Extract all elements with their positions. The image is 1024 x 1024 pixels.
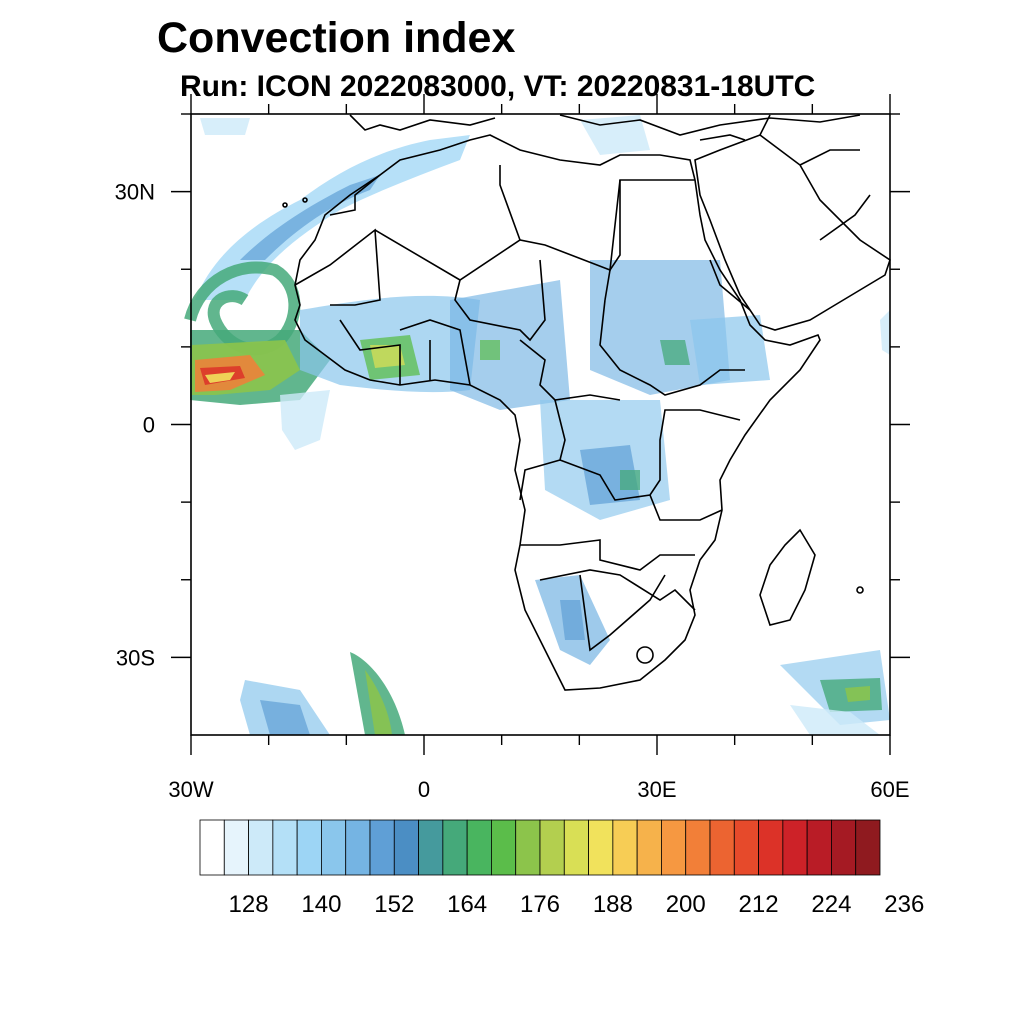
colorbar-swatch: [272, 819, 298, 876]
convection-field: [184, 115, 890, 735]
lon-tick-label: 30W: [168, 777, 213, 802]
colorbar-swatch: [685, 819, 711, 876]
chart-subtitle: Run: ICON 2022083000, VT: 20220831-18UTC: [180, 70, 816, 103]
colorbar-label: 188: [593, 891, 633, 918]
colorbar-label: 200: [666, 891, 706, 918]
colorbar-swatch: [661, 819, 687, 876]
chart-title: Convection index: [157, 14, 516, 62]
colorbar-swatch: [466, 819, 492, 876]
coastlines: [282, 114, 891, 691]
lat-tick-label: 30S: [116, 645, 155, 670]
colorbar-swatch: [636, 819, 662, 876]
colorbar-swatch: [831, 819, 857, 876]
colorbar-swatch: [563, 819, 589, 876]
colorbar-swatch: [369, 819, 395, 876]
colorbar-swatch: [393, 819, 419, 876]
colorbar-swatch: [296, 819, 322, 876]
colorbar-label: 224: [811, 891, 851, 918]
colorbar-swatch: [442, 819, 468, 876]
colorbar-label: 176: [520, 891, 560, 918]
lat-tick-label: 0: [143, 413, 155, 438]
colorbar-swatch: [539, 819, 565, 876]
colorbar-swatch: [612, 819, 638, 876]
colorbar-swatch: [345, 819, 371, 876]
colorbar-swatch: [418, 819, 444, 876]
colorbar-label: 128: [229, 891, 269, 918]
colorbar-swatch: [515, 819, 541, 876]
colorbar-swatch: [758, 819, 784, 876]
axis-tick-labels: 30N 0 30S 30W 0 30E 60E: [115, 180, 910, 802]
colorbar-swatch: [248, 819, 274, 876]
colorbar-swatch: [806, 819, 832, 876]
colorbar-swatch: [588, 819, 614, 876]
colorbar-label: 140: [301, 891, 341, 918]
colorbar-swatch: [782, 819, 808, 876]
lat-tick-label: 30N: [115, 180, 155, 205]
colorbar-swatch: [855, 819, 881, 876]
colorbar-swatch: [321, 819, 347, 876]
lon-tick-label: 30E: [637, 777, 676, 802]
lon-tick-label: 0: [418, 777, 430, 802]
colorbar: 128 140 152 164 176 188 200 212 224 236: [199, 819, 924, 918]
colorbar-swatch: [709, 819, 735, 876]
colorbar-label: 152: [374, 891, 414, 918]
colorbar-swatch: [733, 819, 759, 876]
axis-ticks: [171, 94, 910, 755]
colorbar-swatch: [223, 819, 249, 876]
colorbar-label: 164: [447, 891, 487, 918]
colorbar-label: 212: [739, 891, 779, 918]
colorbar-swatch: [491, 819, 517, 876]
lon-tick-label: 60E: [870, 777, 909, 802]
colorbar-label: 236: [884, 891, 924, 918]
colorbar-swatch: [199, 819, 225, 876]
